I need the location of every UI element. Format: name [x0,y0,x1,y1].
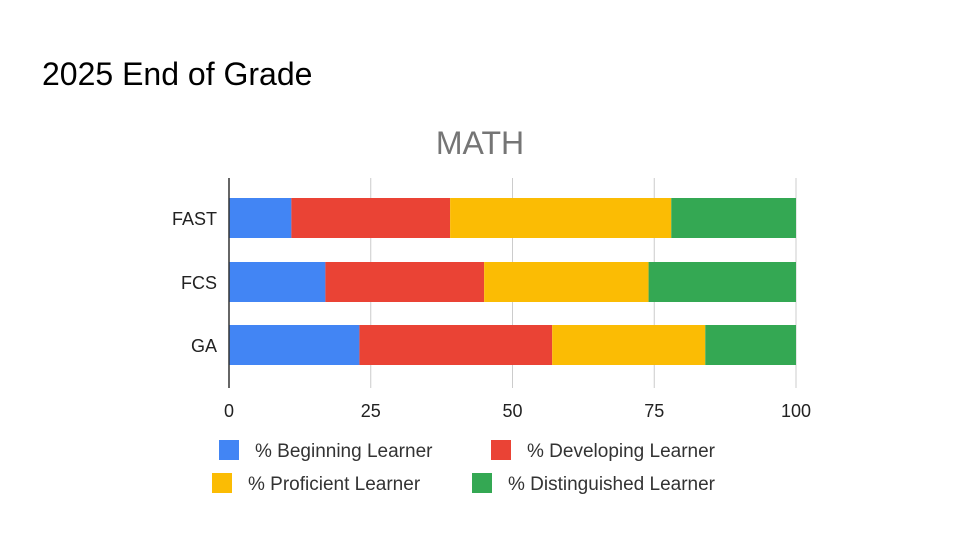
y-category-label: FAST [172,209,217,229]
legend-swatch [212,473,232,493]
x-tick-label: 25 [361,401,381,421]
bar-segment [229,262,326,302]
x-tick-label: 50 [502,401,522,421]
x-tick-label: 75 [644,401,664,421]
y-category-label: GA [191,336,217,356]
legend-swatch [219,440,239,460]
x-tick-label: 100 [781,401,811,421]
legend: % Beginning Learner % Developing Learner%… [212,440,716,495]
bar-segment [291,198,451,238]
bar-segment [229,325,360,365]
bar-segment [450,198,672,238]
legend-swatch [491,440,511,460]
bar-segment [671,198,796,238]
slide-title: 2025 End of Grade [42,56,313,92]
bar-segment [705,325,796,365]
bar-segment [325,262,485,302]
y-category-label: FCS [181,273,217,293]
bar-segment [648,262,796,302]
x-tick-label: 0 [224,401,234,421]
legend-label: % Beginning Learner [255,441,433,462]
x-axis-ticks: 0 25 50 75 100 [224,401,811,421]
y-axis: FAST FCS GA [172,178,230,388]
chart-title: MATH [436,125,524,161]
bar-segment [359,325,553,365]
bar-segment [229,198,292,238]
bars [229,198,796,365]
legend-swatch [472,473,492,493]
legend-label: % Distinguished Learner [508,474,716,495]
bar-segment [484,262,649,302]
legend-label: % Proficient Learner [248,474,421,495]
legend-label: % Developing Learner [527,441,716,462]
bar-segment [552,325,706,365]
